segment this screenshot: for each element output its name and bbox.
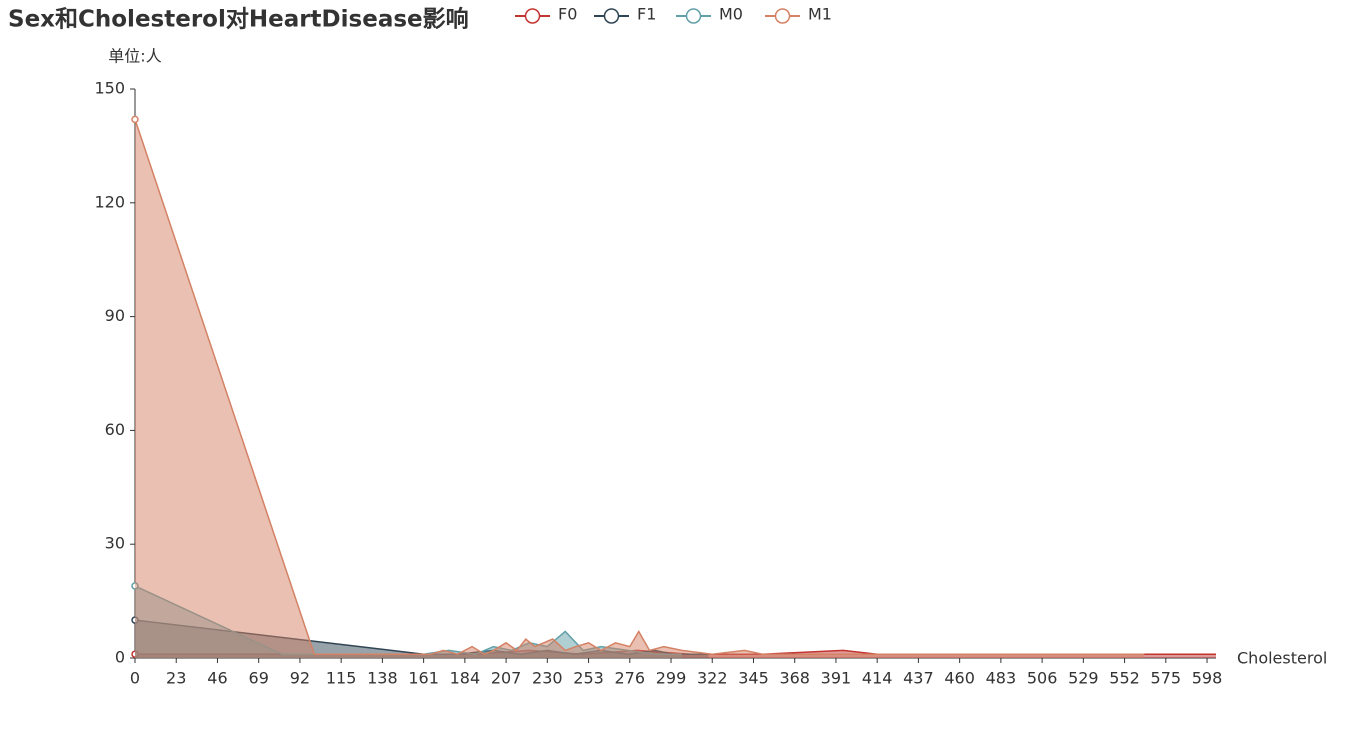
y-tick-label: 60 [105, 420, 125, 439]
x-tick-label: 253 [573, 669, 604, 688]
y-tick-label: 90 [105, 306, 125, 325]
x-tick-label: 529 [1068, 669, 1099, 688]
x-tick-label: 0 [130, 669, 140, 688]
x-tick-label: 483 [986, 669, 1017, 688]
y-tick-label: 30 [105, 534, 125, 553]
series-line [134, 119, 1145, 656]
x-tick-label: 299 [656, 669, 687, 688]
legend-label: F0 [558, 5, 577, 24]
x-axis-label: Cholesterol [1237, 649, 1327, 668]
x-tick-label: 23 [166, 669, 186, 688]
y-axis-label: 单位:人 [108, 47, 161, 66]
x-tick-label: 575 [1151, 669, 1182, 688]
legend-marker [685, 8, 702, 24]
x-tick-label: 322 [697, 669, 728, 688]
x-tick-label: 207 [491, 669, 522, 688]
x-tick-label: 276 [615, 669, 646, 688]
legend-marker [774, 8, 791, 24]
legend-marker [524, 8, 541, 24]
x-tick-label: 598 [1192, 669, 1223, 688]
x-tick-label: 115 [326, 669, 357, 688]
x-tick-label: 345 [738, 669, 769, 688]
legend-marker [603, 8, 620, 24]
x-tick-label: 184 [450, 669, 481, 688]
legend-label: M1 [808, 5, 832, 24]
chart-title: Sex和Cholesterol对HeartDisease影响 [8, 7, 469, 33]
x-tick-label: 230 [532, 669, 563, 688]
y-tick-label: 150 [94, 79, 125, 98]
x-tick-label: 161 [408, 669, 439, 688]
legend-label: F1 [637, 5, 656, 24]
x-tick-label: 138 [367, 669, 398, 688]
x-tick-label: 46 [207, 669, 227, 688]
x-tick-label: 414 [862, 669, 893, 688]
x-tick-label: 437 [903, 669, 934, 688]
legend-label: M0 [719, 5, 743, 24]
y-tick-label: 0 [115, 648, 125, 667]
x-tick-label: 92 [290, 669, 310, 688]
series-point [131, 115, 139, 124]
x-tick-label: 552 [1109, 669, 1140, 688]
x-tick-label: 391 [821, 669, 852, 688]
x-tick-label: 460 [944, 669, 975, 688]
x-tick-label: 69 [249, 669, 269, 688]
x-tick-label: 368 [779, 669, 810, 688]
x-tick-label: 506 [1027, 669, 1058, 688]
series-area [135, 119, 1145, 658]
y-tick-label: 120 [94, 192, 125, 211]
